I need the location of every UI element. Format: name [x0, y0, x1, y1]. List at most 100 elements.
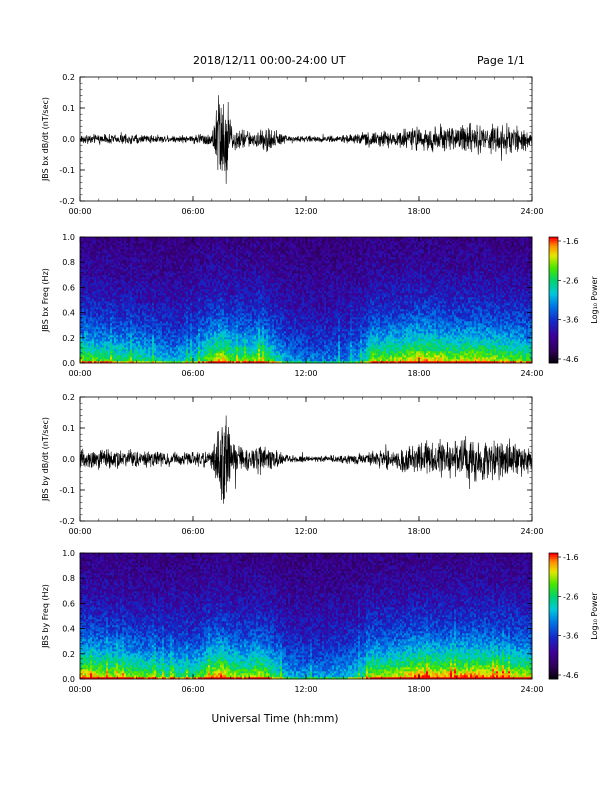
spectrogram-cell [94, 337, 96, 339]
spectrogram-cell [218, 355, 220, 357]
spectrogram-cell [84, 299, 86, 301]
spectrogram-cell [230, 257, 232, 259]
spectrogram-cell [98, 329, 100, 331]
spectrogram-cell [194, 259, 196, 261]
spectrogram-cell [94, 283, 96, 285]
spectrogram-cell [168, 321, 170, 323]
spectrogram-cell [166, 311, 168, 313]
spectrogram-cell [94, 311, 96, 313]
spectrogram-cell [226, 335, 228, 337]
spectrogram-cell [212, 355, 214, 357]
spectrogram-cell [132, 345, 134, 347]
spectrogram-cell [164, 335, 166, 337]
spectrogram-cell [100, 279, 102, 281]
spectrogram-cell [138, 267, 140, 269]
spectrogram-cell [130, 333, 132, 335]
spectrogram-cell [166, 349, 168, 351]
spectrogram-cell [168, 329, 170, 331]
spectrogram-cell [214, 281, 216, 283]
spectrogram-cell [184, 293, 186, 295]
spectrogram-cell [88, 307, 90, 309]
spectrogram-cell [188, 325, 190, 327]
spectrogram-cell [138, 291, 140, 293]
spectrogram-cell [126, 271, 128, 273]
spectrogram-cell [218, 263, 220, 265]
spectrogram-cell [174, 285, 176, 287]
spectrogram-cell [196, 305, 198, 307]
spectrogram-cell [182, 267, 184, 269]
spectrogram-cell [194, 247, 196, 249]
spectrogram-cell [112, 311, 114, 313]
spectrogram-cell [150, 287, 152, 289]
spectrogram-cell [142, 243, 144, 245]
spectrogram-cell [144, 255, 146, 257]
spectrogram-cell [114, 337, 116, 339]
spectrogram-cell [94, 335, 96, 337]
spectrogram-cell [90, 259, 92, 261]
spectrogram-cell [92, 247, 94, 249]
spectrogram-cell [94, 269, 96, 271]
spectrogram-cell [200, 325, 202, 327]
spectrogram-cell [126, 315, 128, 317]
spectrogram-cell [174, 273, 176, 275]
spectrogram-cell [158, 241, 160, 243]
spectrogram-cell [114, 331, 116, 333]
spectrogram-cell [190, 329, 192, 331]
spectrogram-cell [102, 245, 104, 247]
spectrogram-cell [156, 289, 158, 291]
spectrogram-cell [208, 349, 210, 351]
spectrogram-cell [132, 343, 134, 345]
spectrogram-cell [138, 259, 140, 261]
spectrogram-cell [224, 269, 226, 271]
spectrogram-cell [196, 263, 198, 265]
spectrogram-cell [106, 303, 108, 305]
spectrogram-cell [178, 283, 180, 285]
spectrogram-cell [96, 341, 98, 343]
spectrogram-cell [184, 351, 186, 353]
spectrogram-cell [210, 339, 212, 341]
spectrogram-cell [146, 279, 148, 281]
spectrogram-cell [90, 305, 92, 307]
spectrogram-cell [168, 239, 170, 241]
spectrogram-cell [116, 285, 118, 287]
spectrogram-cell [146, 265, 148, 267]
spectrogram-cell [160, 317, 162, 319]
spectrogram-cell [152, 277, 154, 279]
spectrogram-cell [170, 299, 172, 301]
spectrogram-cell [134, 277, 136, 279]
spectrogram-cell [152, 349, 154, 351]
spectrogram-cell [144, 355, 146, 357]
spectrogram-cell [194, 331, 196, 333]
spectrogram-cell [116, 337, 118, 339]
spectrogram-cell [218, 347, 220, 349]
spectrogram-cell [124, 281, 126, 283]
spectrogram-cell [182, 355, 184, 357]
spectrogram-cell [186, 271, 188, 273]
spectrogram-cell [228, 273, 230, 275]
spectrogram-cell [180, 271, 182, 273]
spectrogram-cell [180, 297, 182, 299]
spectrogram-cell [116, 253, 118, 255]
spectrogram-cell [182, 291, 184, 293]
spectrogram-cell [126, 331, 128, 333]
spectrogram-cell [230, 315, 232, 317]
spectrogram-cell [208, 337, 210, 339]
spectrogram-cell [198, 295, 200, 297]
spectrogram-cell [234, 341, 236, 343]
spectrogram-cell [106, 241, 108, 243]
spectrogram-cell [158, 345, 160, 347]
spectrogram-cell [208, 347, 210, 349]
spectrogram-cell [178, 289, 180, 291]
spectrogram-cell [212, 269, 214, 271]
spectrogram-cell [208, 257, 210, 259]
spectrogram-cell [108, 305, 110, 307]
spectrogram-cell [214, 277, 216, 279]
spectrogram-cell [146, 319, 148, 321]
spectrogram-cell [94, 295, 96, 297]
spectrogram-cell [150, 255, 152, 257]
spectrogram-cell [142, 283, 144, 285]
spectrogram-cell [212, 249, 214, 251]
spectrogram-cell [168, 295, 170, 297]
spectrogram-cell [148, 359, 150, 361]
spectrogram-cell [170, 313, 172, 315]
